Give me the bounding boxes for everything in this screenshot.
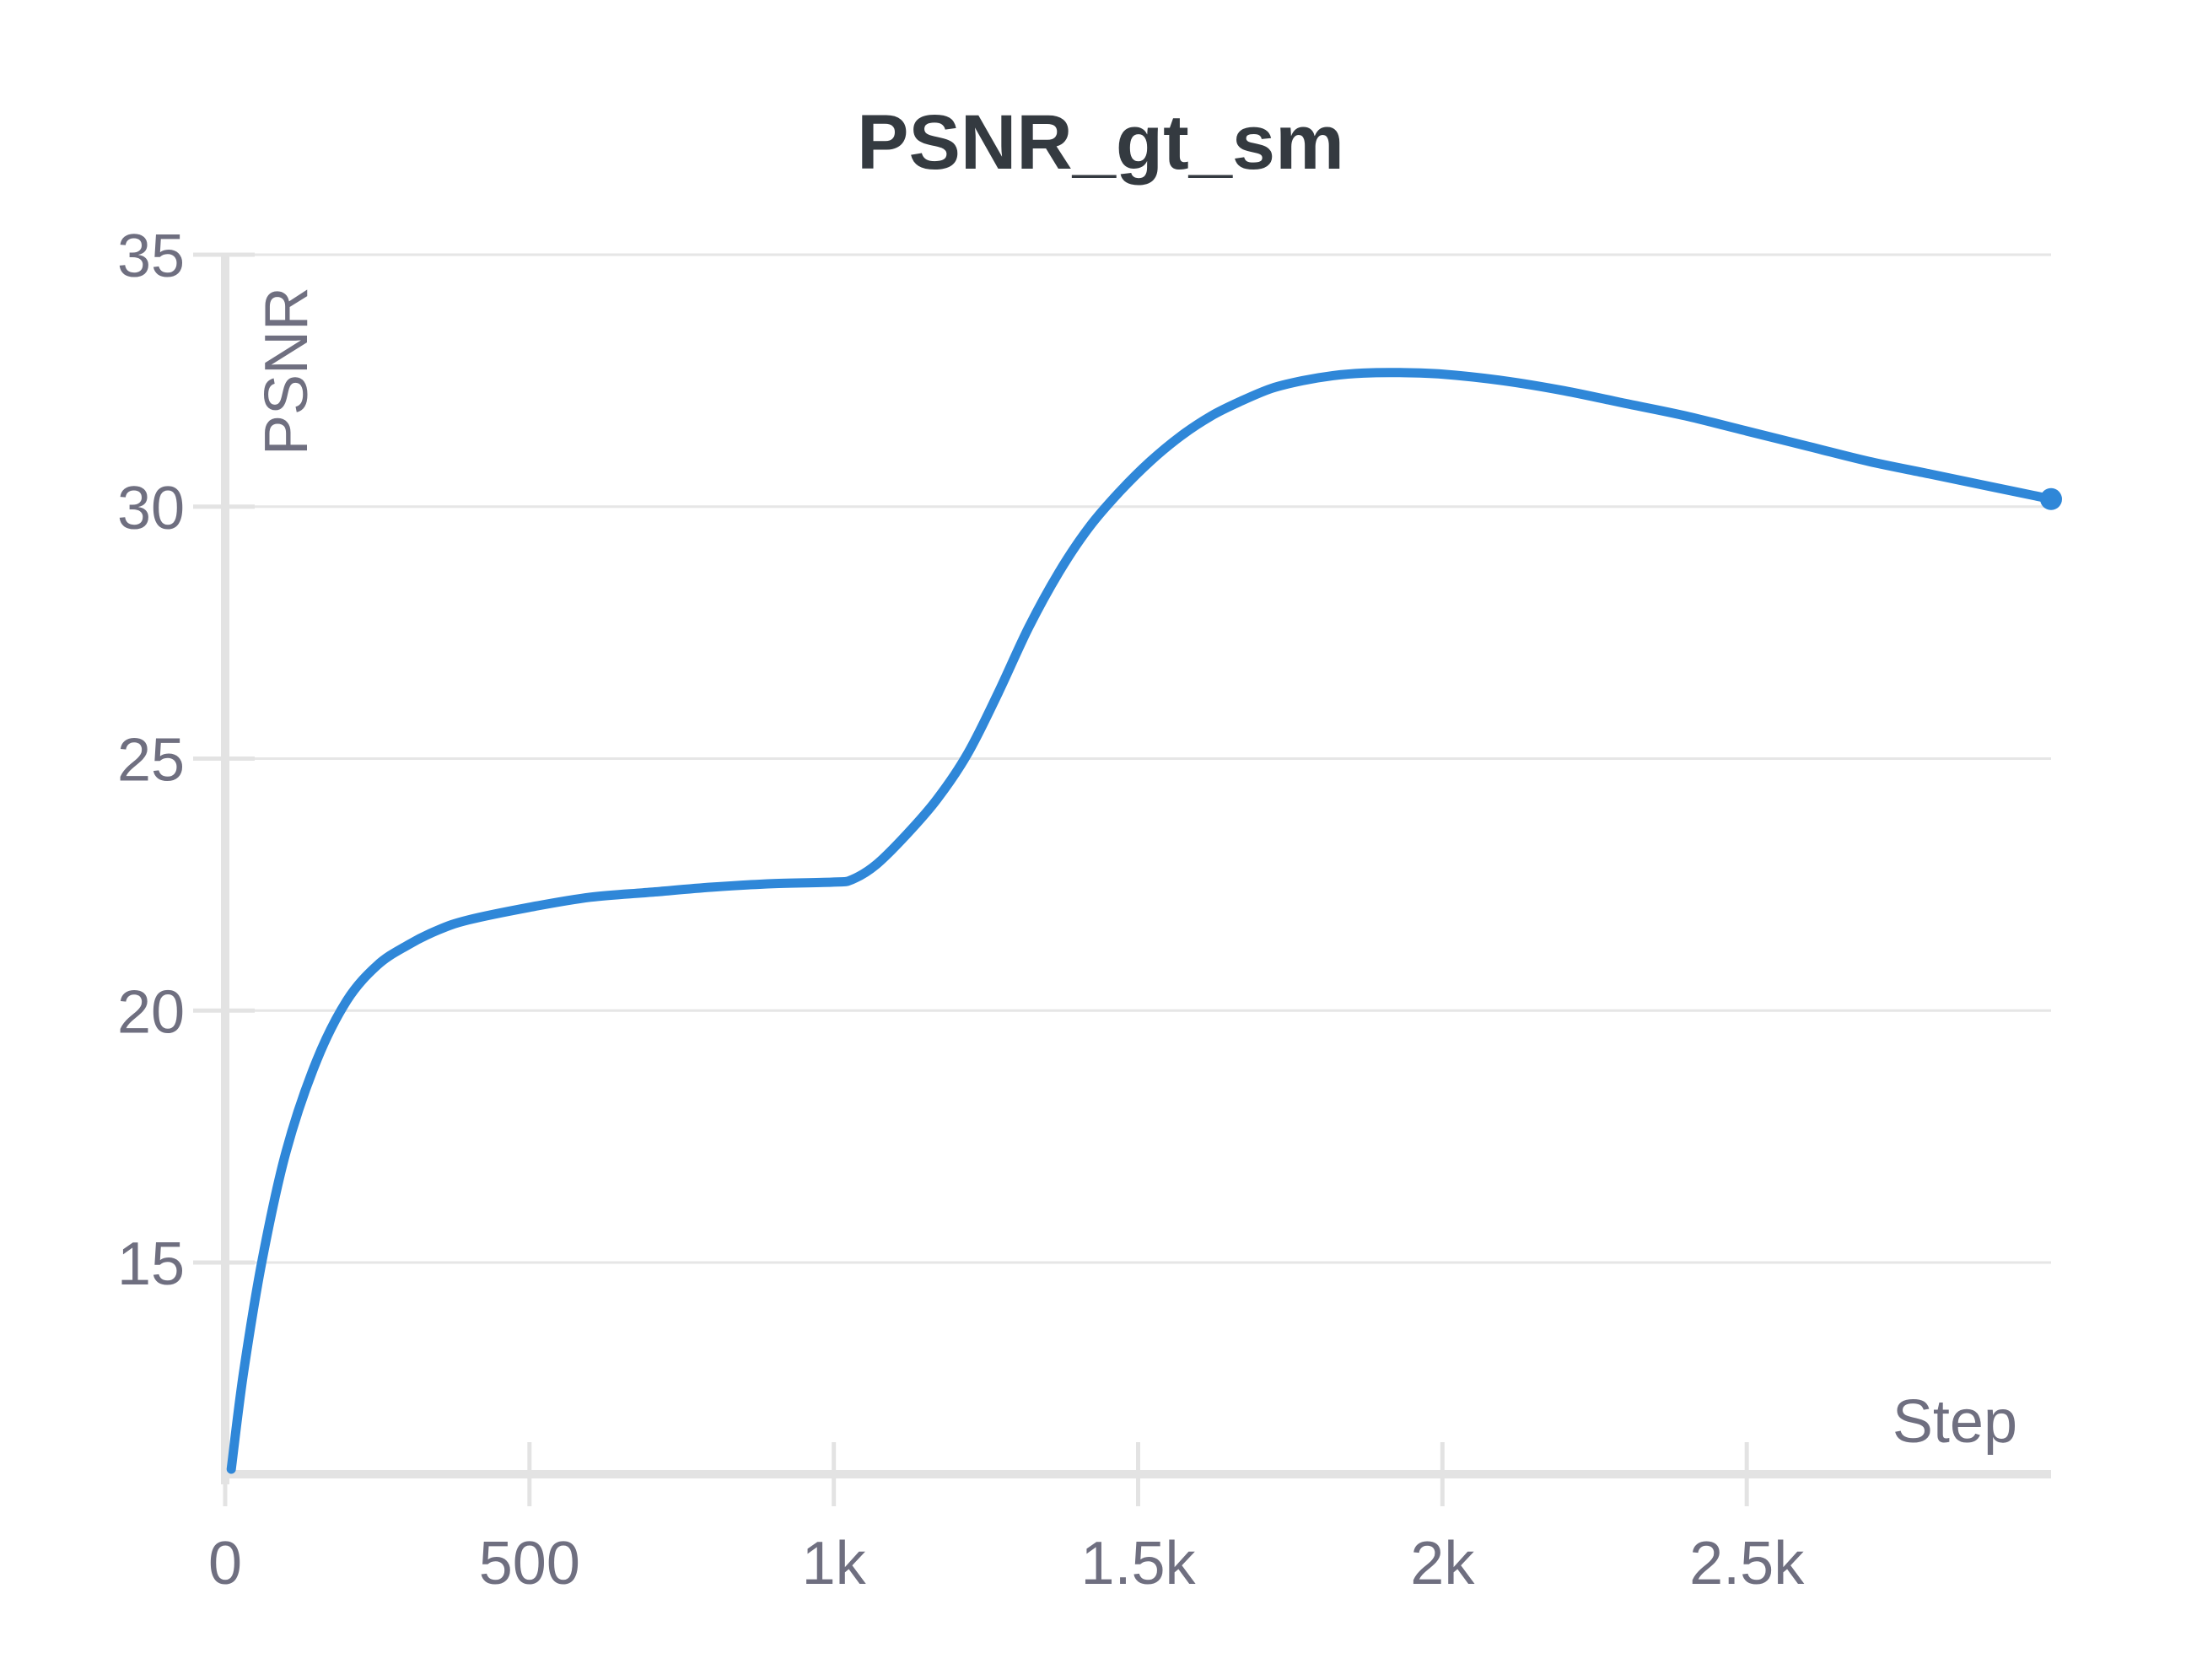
gridlines [225,253,2051,1264]
series-line-0 [226,368,2056,1474]
x-tick-label-1: 500 [479,1530,580,1597]
x-axis-label: Step [1893,1388,2017,1456]
x-tick-label-0: 0 [208,1530,242,1597]
x-tick-label-5: 2.5k [1689,1530,1805,1597]
series-layer [226,368,2062,1474]
y-tick-label-2: 25 [117,727,185,794]
y-tick-label-1: 20 [117,978,185,1046]
series-endpoint-marker-0 [2040,487,2062,510]
y-tick-label-0: 15 [117,1230,185,1298]
y-tick-label-4: 35 [117,223,185,290]
x-tick-label-2: 1k [802,1530,867,1597]
chart-title: PSNR_gt_sm [857,100,1344,186]
tick-labels: 15 20 25 30 35 0 500 1k 1.5k 2k 2.5k [117,223,1805,1597]
axes [193,252,2051,1506]
y-axis-label: PSNR [253,287,320,455]
x-tick-label-4: 2k [1410,1530,1475,1597]
y-tick-label-3: 30 [117,475,185,542]
x-tick-label-3: 1.5k [1080,1530,1196,1597]
